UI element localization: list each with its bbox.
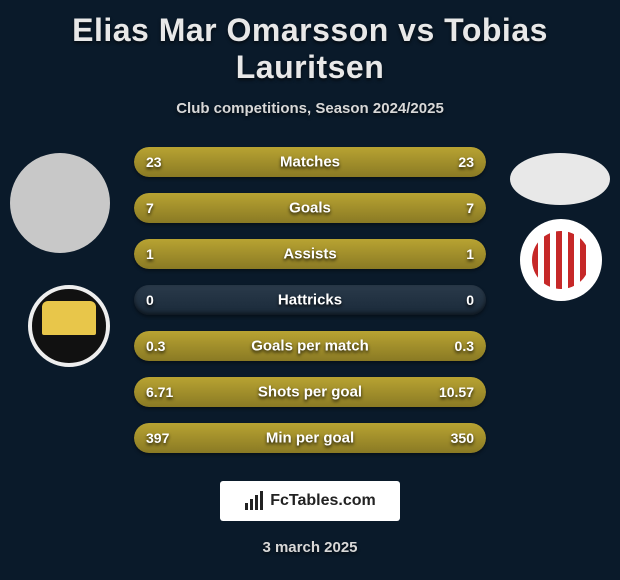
stat-value-right: 1 bbox=[466, 246, 474, 262]
stat-value-right: 0 bbox=[466, 292, 474, 308]
stat-value-left: 6.71 bbox=[146, 384, 173, 400]
stat-row: Hattricks 0 0 bbox=[134, 285, 486, 315]
stat-value-left: 23 bbox=[146, 154, 162, 170]
comparison-panel: Matches 23 23 Goals 7 7 Assists 1 1 Hattricks 0 0 Go… bbox=[0, 147, 620, 453]
stat-label: Min per goal bbox=[266, 430, 354, 447]
stat-label: Matches bbox=[280, 154, 340, 171]
stat-label: Goals per match bbox=[251, 338, 369, 355]
stat-row: Min per goal 397 350 bbox=[134, 423, 486, 453]
stat-value-left: 397 bbox=[146, 430, 169, 446]
stat-row: Matches 23 23 bbox=[134, 147, 486, 177]
stat-value-right: 23 bbox=[458, 154, 474, 170]
stat-value-left: 0 bbox=[146, 292, 154, 308]
date-label: 3 march 2025 bbox=[0, 539, 620, 556]
stat-value-right: 0.3 bbox=[455, 338, 474, 354]
player-right-avatar bbox=[510, 153, 610, 205]
bar-fill-right bbox=[310, 193, 486, 223]
player-left-avatar bbox=[10, 153, 110, 253]
club-left-badge bbox=[28, 285, 110, 367]
stat-value-left: 0.3 bbox=[146, 338, 165, 354]
stat-value-right: 350 bbox=[451, 430, 474, 446]
stat-bars: Matches 23 23 Goals 7 7 Assists 1 1 Hattricks 0 0 Go… bbox=[134, 147, 486, 453]
stat-label: Assists bbox=[283, 246, 336, 263]
club-right-badge bbox=[520, 219, 602, 301]
stat-row: Goals 7 7 bbox=[134, 193, 486, 223]
stat-row: Assists 1 1 bbox=[134, 239, 486, 269]
stat-value-left: 7 bbox=[146, 200, 154, 216]
page-title: Elias Mar Omarsson vs Tobias Lauritsen bbox=[0, 0, 620, 86]
stat-label: Shots per goal bbox=[258, 384, 362, 401]
subtitle: Club competitions, Season 2024/2025 bbox=[0, 100, 620, 117]
stat-row: Goals per match 0.3 0.3 bbox=[134, 331, 486, 361]
stat-label: Hattricks bbox=[278, 292, 342, 309]
stat-value-left: 1 bbox=[146, 246, 154, 262]
bar-fill-left bbox=[134, 193, 310, 223]
stat-row: Shots per goal 6.71 10.57 bbox=[134, 377, 486, 407]
stat-value-right: 10.57 bbox=[439, 384, 474, 400]
stat-value-right: 7 bbox=[466, 200, 474, 216]
brand-badge[interactable]: FcTables.com bbox=[220, 481, 400, 521]
brand-icon bbox=[244, 491, 264, 511]
stat-label: Goals bbox=[289, 200, 331, 217]
brand-text: FcTables.com bbox=[270, 492, 376, 510]
